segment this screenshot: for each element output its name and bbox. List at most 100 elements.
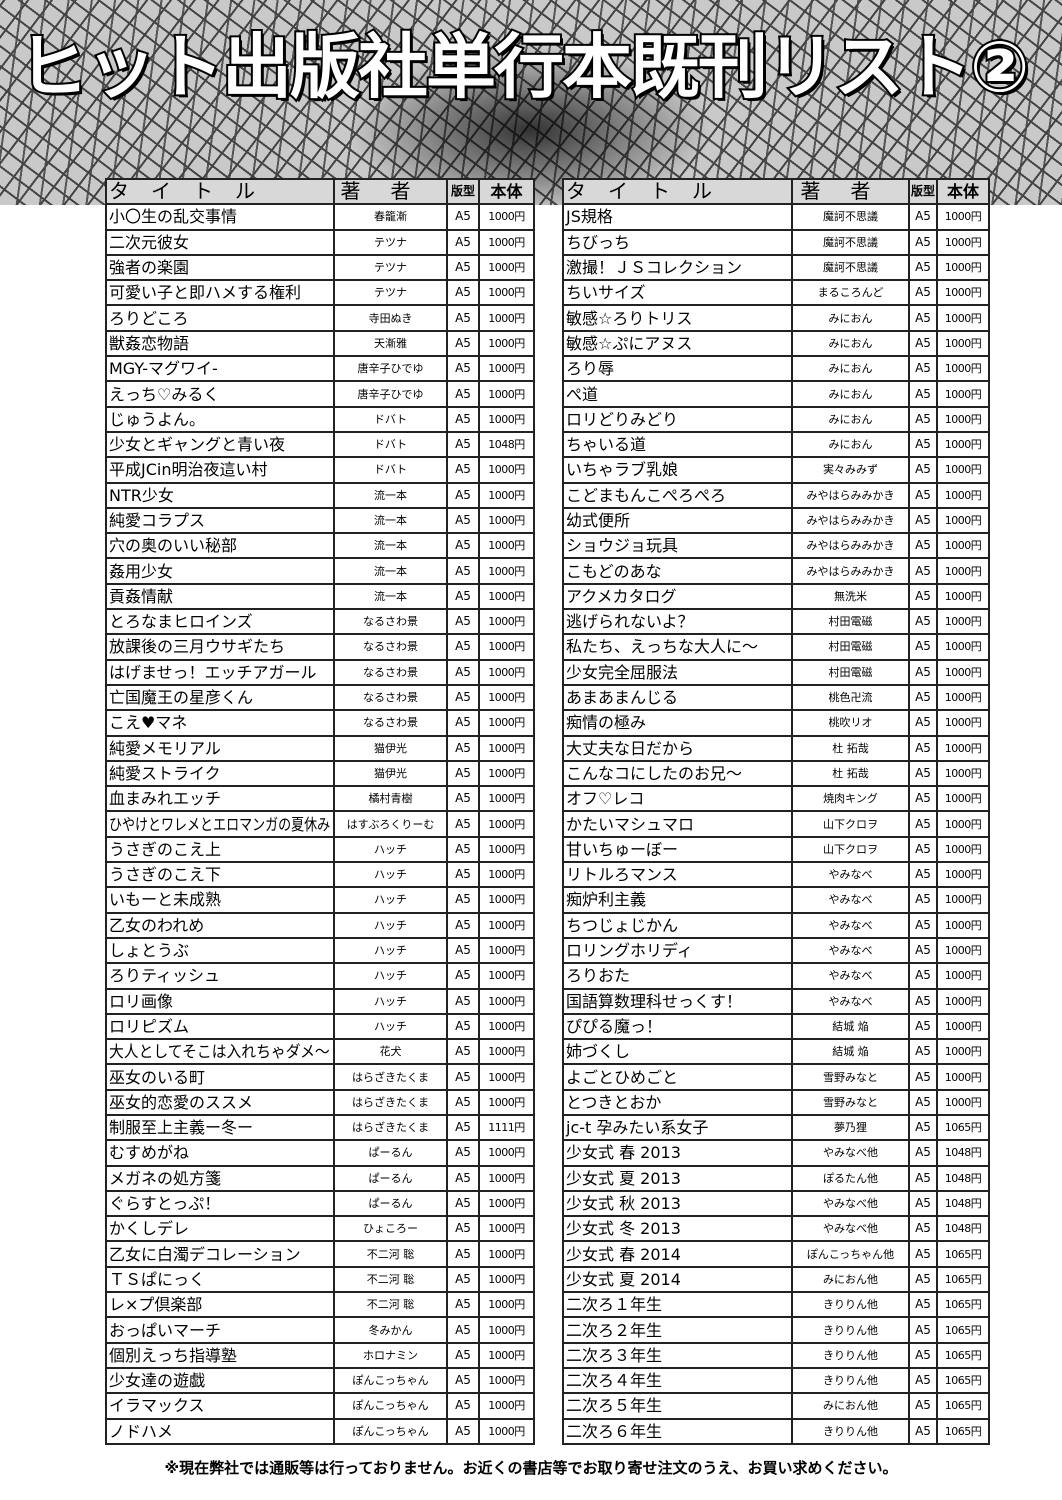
book-size: A5: [908, 253, 938, 282]
book-size: A5: [446, 886, 480, 914]
book-price: 1000円: [478, 1088, 535, 1116]
book-author: やみなべ他: [791, 1139, 910, 1167]
book-size: A5: [908, 759, 938, 788]
book-price: 1065円: [936, 1392, 990, 1420]
book-title: 二次ろ４年生: [562, 1366, 793, 1395]
book-author: 杜 拓哉: [791, 759, 910, 788]
book-price: 1000円: [478, 582, 535, 611]
book-title: 国語算数理科せっくす！: [562, 987, 793, 1015]
book-title: リトルろマンス: [562, 861, 793, 889]
book-title: 放課後の三月ウサギたち: [105, 633, 335, 661]
book-size: A5: [446, 253, 480, 282]
table-row: こもどのあな みやはらみみかき A5 1000円: [562, 557, 990, 585]
book-author: 猫伊光: [333, 734, 448, 762]
table-row: ぺ道 みにおん A5 1000円: [562, 380, 990, 408]
table-row: こえ♥マネ なるさわ景 A5 1000円: [105, 709, 535, 737]
book-price: 1000円: [936, 658, 990, 686]
book-size: A5: [908, 861, 938, 889]
book-title: jc-t 孕みたい系女子: [562, 1113, 793, 1142]
book-size: A5: [446, 1265, 480, 1294]
book-title: 平成JCin明治夜這い村: [105, 456, 335, 484]
book-price: 1000円: [936, 557, 990, 585]
table-row: メガネの処方箋 ぱーるん A5 1000円: [105, 1164, 535, 1192]
table-row: 少女とギャングと青い夜 ドバト A5 1048円: [105, 430, 535, 459]
book-size: A5: [446, 506, 480, 535]
header-title: タイトル: [105, 177, 335, 206]
table-row: よごとひめごと 雪野みなと A5 1000円: [562, 1063, 990, 1091]
book-price: 1000円: [478, 1316, 535, 1344]
book-author: 流一本: [333, 481, 448, 509]
book-title: ろりティッシュ: [105, 962, 335, 990]
book-title: ちゃいる道: [562, 430, 793, 459]
table-row: 二次元彼女 テツナ A5 1000円: [105, 228, 535, 256]
book-price: 1000円: [478, 861, 535, 889]
book-price: 1000円: [478, 253, 535, 282]
book-size: A5: [446, 405, 480, 433]
book-title: 巫女のいる町: [105, 1063, 335, 1091]
book-size: A5: [446, 329, 480, 358]
book-author: ドバト: [333, 430, 448, 459]
book-author: みやはらみみかき: [791, 481, 910, 509]
book-price: 1000円: [478, 936, 535, 965]
table-row: うさぎのこえ上 ハッチ A5 1000円: [105, 835, 535, 864]
book-author: みにおん他: [791, 1265, 910, 1294]
book-size: A5: [908, 1038, 938, 1066]
table-row: しょとうぶ ハッチ A5 1000円: [105, 936, 535, 965]
book-author: ぱーるん: [333, 1164, 448, 1192]
table-row: あまあまんじる 桃色卍流 A5 1000円: [562, 683, 990, 712]
book-size: A5: [908, 1366, 938, 1395]
book-title: ぺ道: [562, 380, 793, 408]
book-author: 唐辛子ひでゆ: [333, 380, 448, 408]
book-title: 制服至上主義ー冬ー: [105, 1113, 335, 1142]
table-row: 少女完全屈服法 村田電磁 A5 1000円: [562, 658, 990, 686]
book-size: A5: [908, 1139, 938, 1167]
book-author: 冬みかん: [333, 1316, 448, 1344]
book-price: 1000円: [478, 279, 535, 307]
table-row: いもーと未成熟 ハッチ A5 1000円: [105, 886, 535, 914]
book-title: しょとうぶ: [105, 936, 335, 965]
book-price: 1048円: [936, 1164, 990, 1192]
table-row: かたいマシュマロ 山下クロヲ A5 1000円: [562, 810, 990, 838]
book-price: 1000円: [936, 532, 990, 560]
table-header: タイトル 著者 版型 本体: [562, 177, 990, 206]
book-size: A5: [446, 759, 480, 788]
table-row: じゅうよん。 ドバト A5 1000円: [105, 405, 535, 433]
header-size: 版型: [446, 177, 480, 206]
book-author: ぱーるん: [333, 1189, 448, 1218]
table-row: ちつじょじかん やみなべ A5 1000円: [562, 911, 990, 939]
table-row: こんなコにしたのお兄～杜 拓哉 A5 1000円: [562, 759, 990, 788]
book-size: A5: [446, 987, 480, 1015]
book-price: 1000円: [936, 279, 990, 307]
table-row: 獣姦恋物語 天漸雅 A5 1000円: [105, 329, 535, 358]
book-price: 1000円: [936, 481, 990, 509]
table-row: むすめがね ぱーるん A5 1000円: [105, 1139, 535, 1167]
book-price: 1000円: [478, 228, 535, 256]
book-author: きりりん他: [791, 1417, 910, 1445]
book-author: 魔訶不思議: [791, 228, 910, 256]
book-author: 流一本: [333, 557, 448, 585]
book-title: 純愛メモリアル: [105, 734, 335, 762]
book-size: A5: [908, 886, 938, 914]
book-author: 猫伊光: [333, 759, 448, 788]
book-title: いちゃラブ乳娘: [562, 456, 793, 484]
book-author: 結城 焔: [791, 1012, 910, 1041]
book-price: 1111円: [478, 1113, 535, 1142]
table-row: ちびっち 魔訶不思議 A5 1000円: [562, 228, 990, 256]
book-author: 不二河 聡: [333, 1291, 448, 1319]
book-price: 1000円: [936, 936, 990, 965]
book-title: えっち♡みるく: [105, 380, 335, 408]
book-price: 1000円: [478, 734, 535, 762]
table-row: リトルろマンス やみなべ A5 1000円: [562, 861, 990, 889]
book-author: はらざきたくま: [333, 1088, 448, 1116]
table-row: ちいサイズ まるころんど A5 1000円: [562, 279, 990, 307]
book-size: A5: [446, 734, 480, 762]
book-price: 1000円: [478, 203, 535, 231]
table-row: 大丈夫な日だから杜 拓哉 A5 1000円: [562, 734, 990, 762]
table-row: 甘いちゅーぼー 山下クロヲ A5 1000円: [562, 835, 990, 864]
book-author: 流一本: [333, 582, 448, 611]
book-title: 激撮！ＪＳコレクション: [562, 253, 793, 282]
book-price: 1000円: [478, 456, 535, 484]
book-title: メガネの処方箋: [105, 1164, 335, 1192]
book-size: A5: [446, 608, 480, 636]
book-price: 1000円: [478, 481, 535, 509]
